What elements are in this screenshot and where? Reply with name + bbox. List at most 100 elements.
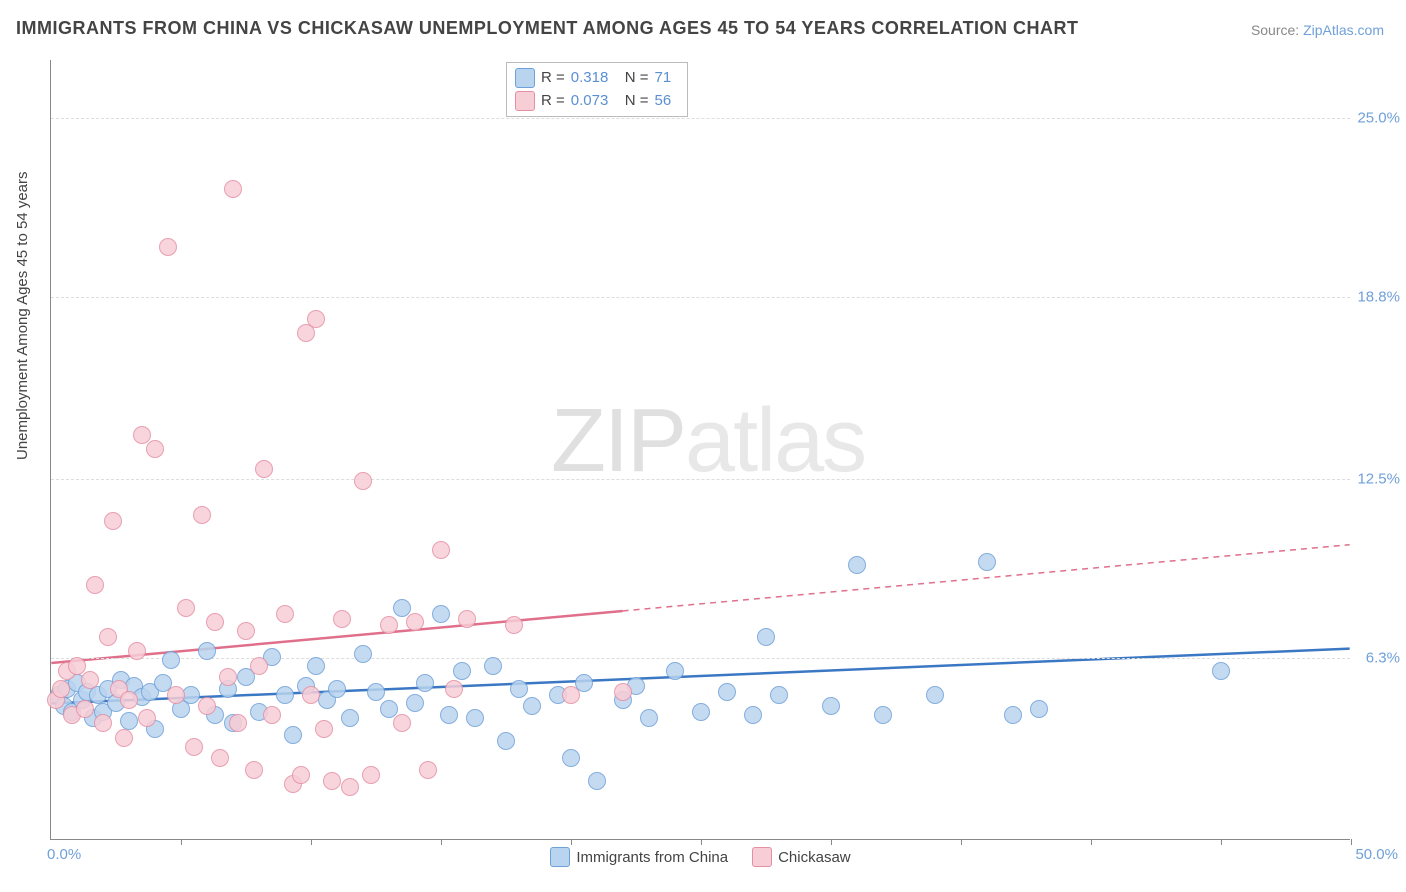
data-point-china: [466, 709, 484, 727]
stats-row-chickasaw: R =0.073N =56: [515, 90, 679, 113]
data-point-chickasaw: [99, 628, 117, 646]
data-point-china: [822, 697, 840, 715]
data-point-chickasaw: [292, 766, 310, 784]
data-point-chickasaw: [341, 778, 359, 796]
legend-item-china: Immigrants from China: [550, 847, 728, 867]
data-point-chickasaw: [224, 180, 242, 198]
data-point-china: [432, 605, 450, 623]
data-point-china: [497, 732, 515, 750]
data-point-china: [284, 726, 302, 744]
data-point-china: [770, 686, 788, 704]
y-axis-label: Unemployment Among Ages 45 to 54 years: [14, 171, 31, 460]
data-point-china: [354, 645, 372, 663]
plot-area: ZIPatlas R =0.318N =71R =0.073N =56 Immi…: [50, 60, 1350, 840]
data-point-chickasaw: [445, 680, 463, 698]
data-point-chickasaw: [302, 686, 320, 704]
watermark-thin: atlas: [685, 391, 865, 491]
bottom-legend: Immigrants from China Chickasaw: [51, 847, 1350, 867]
data-point-chickasaw: [219, 668, 237, 686]
data-point-chickasaw: [52, 680, 70, 698]
gridline: [51, 297, 1350, 298]
data-point-china: [874, 706, 892, 724]
n-label: N =: [625, 90, 649, 113]
data-point-china: [276, 686, 294, 704]
data-point-chickasaw: [193, 506, 211, 524]
r-label: R =: [541, 67, 565, 90]
gridline: [51, 479, 1350, 480]
legend-label-china: Immigrants from China: [576, 849, 728, 866]
x-tick: [571, 839, 572, 845]
data-point-china: [484, 657, 502, 675]
data-point-chickasaw: [276, 605, 294, 623]
data-point-china: [588, 772, 606, 790]
data-point-china: [978, 553, 996, 571]
n-value-china: 71: [655, 67, 679, 90]
data-point-chickasaw: [562, 686, 580, 704]
x-tick: [701, 839, 702, 845]
data-point-china: [406, 694, 424, 712]
gridline: [51, 118, 1350, 119]
data-point-china: [1212, 662, 1230, 680]
watermark-bold: ZIP: [551, 391, 685, 491]
data-point-chickasaw: [263, 706, 281, 724]
data-point-chickasaw: [315, 720, 333, 738]
n-label: N =: [625, 67, 649, 90]
data-point-chickasaw: [76, 700, 94, 718]
source-link[interactable]: ZipAtlas.com: [1303, 22, 1384, 38]
data-point-china: [162, 651, 180, 669]
data-point-chickasaw: [211, 749, 229, 767]
x-tick: [1091, 839, 1092, 845]
data-point-china: [367, 683, 385, 701]
stats-row-china: R = 0.318 N = 71: [515, 67, 679, 90]
r-value-china: 0.318: [571, 67, 619, 90]
data-point-chickasaw: [323, 772, 341, 790]
x-tick: [831, 839, 832, 845]
data-point-chickasaw: [255, 460, 273, 478]
data-point-china: [120, 712, 138, 730]
chart-title: IMMIGRANTS FROM CHINA VS CHICKASAW UNEMP…: [16, 18, 1079, 39]
data-point-china: [182, 686, 200, 704]
data-point-china: [562, 749, 580, 767]
data-point-china: [307, 657, 325, 675]
data-point-chickasaw: [354, 472, 372, 490]
data-point-chickasaw: [505, 616, 523, 634]
y-tick-label: 12.5%: [1356, 470, 1400, 487]
x-tick: [311, 839, 312, 845]
data-point-chickasaw: [406, 613, 424, 631]
data-point-chickasaw: [81, 671, 99, 689]
data-point-chickasaw: [146, 440, 164, 458]
data-point-china: [393, 599, 411, 617]
swatch-china: [550, 847, 570, 867]
data-point-chickasaw: [159, 238, 177, 256]
data-point-china: [440, 706, 458, 724]
stats-swatch-china: [515, 68, 535, 88]
data-point-chickasaw: [229, 714, 247, 732]
data-point-chickasaw: [206, 613, 224, 631]
data-point-china: [926, 686, 944, 704]
data-point-chickasaw: [333, 610, 351, 628]
x-tick-label: 0.0%: [47, 846, 81, 863]
data-point-chickasaw: [419, 761, 437, 779]
source-prefix: Source:: [1251, 22, 1303, 38]
legend-label-chickasaw: Chickasaw: [778, 849, 851, 866]
data-point-chickasaw: [128, 642, 146, 660]
data-point-china: [380, 700, 398, 718]
data-point-china: [640, 709, 658, 727]
data-point-china: [328, 680, 346, 698]
y-tick-label: 18.8%: [1356, 288, 1400, 305]
data-point-chickasaw: [245, 761, 263, 779]
data-point-chickasaw: [362, 766, 380, 784]
data-point-china: [198, 642, 216, 660]
data-point-chickasaw: [393, 714, 411, 732]
data-point-chickasaw: [307, 310, 325, 328]
data-point-chickasaw: [237, 622, 255, 640]
data-point-chickasaw: [177, 599, 195, 617]
data-point-chickasaw: [68, 657, 86, 675]
y-tick-label: 6.3%: [1356, 650, 1400, 667]
data-point-chickasaw: [115, 729, 133, 747]
data-point-chickasaw: [185, 738, 203, 756]
x-tick: [961, 839, 962, 845]
data-point-china: [718, 683, 736, 701]
stats-legend-box: R = 0.318 N = 71R =0.073N =56: [506, 62, 688, 117]
y-tick-label: 25.0%: [1356, 109, 1400, 126]
